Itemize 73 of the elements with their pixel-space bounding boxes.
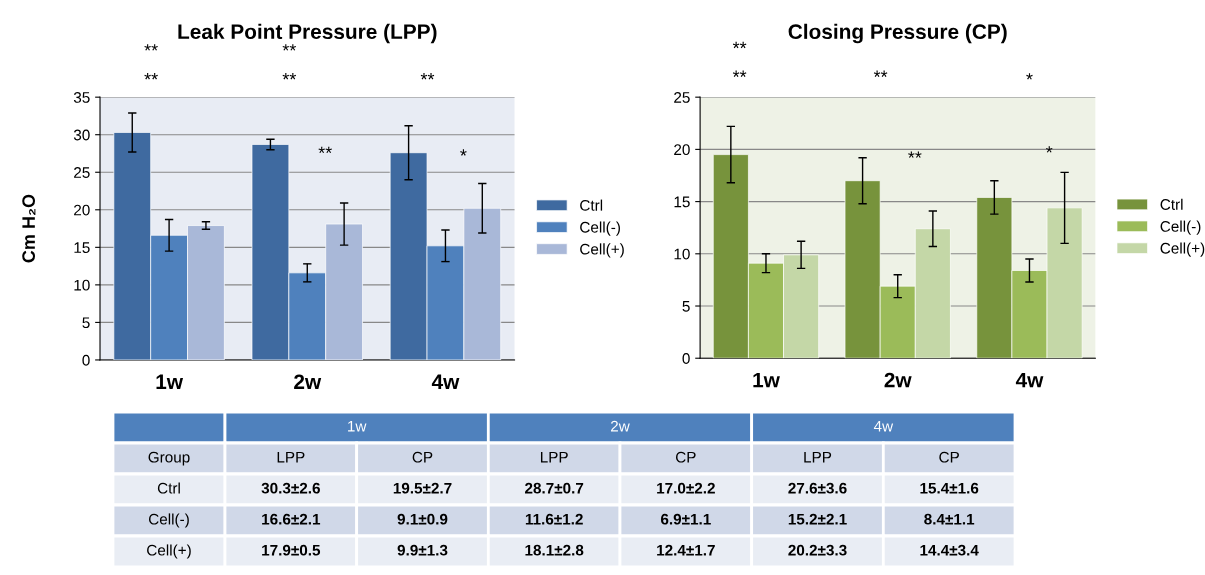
text: 19.5±2.7: [393, 482, 452, 494]
x-tick-label: 4w: [431, 374, 460, 389]
y-tick-label: 20: [674, 144, 690, 156]
text: LPP: [540, 451, 568, 463]
legend-label: Cell(+): [1160, 242, 1205, 257]
annotation: **: [908, 151, 922, 158]
legend-label: Cell(-): [1160, 220, 1201, 235]
legend-label: Cell(-): [580, 221, 620, 236]
text: 14.4±3.4: [920, 544, 979, 556]
annotation: *: [460, 149, 467, 156]
y-tick-label: 10: [674, 248, 690, 260]
y-tick-label: 0: [82, 354, 90, 366]
text: 8.4±1.1: [924, 513, 975, 525]
text: 15.2±2.1: [788, 513, 847, 525]
text: 12.4±1.7: [657, 544, 715, 556]
y-tick-label: 35: [73, 92, 90, 103]
text: 9.9±1.3: [397, 544, 448, 556]
text: 9.1±0.9: [397, 513, 448, 525]
x-tick-label: 2w: [884, 372, 912, 388]
x-tick-label: 1w: [753, 372, 780, 388]
text: **: [144, 73, 158, 80]
text: **: [144, 44, 158, 51]
text: 20.2±3.3: [788, 544, 847, 556]
text: 18.1±2.8: [525, 544, 584, 556]
y-tick-label: 25: [74, 167, 90, 178]
y-tick-label: 15: [74, 242, 90, 254]
x-tick-label: 2w: [294, 374, 322, 389]
x-tick-label: 4w: [1015, 372, 1044, 388]
text: 17.0±2.2: [657, 482, 715, 494]
text: CP: [939, 451, 959, 463]
legend-label: Ctrl: [1160, 198, 1183, 210]
text: 30.3±2.6: [261, 482, 320, 494]
text: 16.6±2.1: [262, 513, 321, 525]
y-tick-label: 10: [74, 279, 90, 291]
text: 11.6±1.2: [525, 513, 583, 525]
y-tick-label: 5: [682, 301, 690, 312]
text: 6.9±1.1: [660, 513, 711, 525]
category-label: 2w: [611, 420, 630, 432]
text: CP: [676, 451, 696, 463]
x-tick-label: 1w: [156, 374, 184, 389]
text: LPP: [277, 451, 305, 463]
text: LPP: [804, 451, 832, 463]
text: **: [873, 70, 888, 77]
text: 15.4±1.6: [920, 482, 979, 494]
text: Group: [148, 451, 190, 466]
text: **: [732, 70, 747, 77]
text: 17.9±0.5: [262, 544, 321, 556]
text: 27.6±3.6: [788, 482, 847, 494]
chart-title: Closing Pressure (CP): [788, 23, 1007, 44]
text: **: [420, 73, 435, 80]
text: CP: [412, 451, 433, 463]
legend-label: Ctrl: [580, 199, 603, 211]
annotation: **: [318, 146, 332, 154]
chart-title: Leak Point Pressure (LPP): [178, 23, 437, 44]
y-tick-label: 0: [682, 353, 690, 364]
y-axis-title: Cm H₂O: [22, 194, 36, 263]
y-tick-label: 15: [674, 196, 690, 208]
text: **: [732, 41, 747, 49]
text: Cell(-): [148, 513, 189, 528]
y-tick-label: 30: [73, 129, 90, 141]
category-label: 1w: [348, 420, 367, 432]
text: 28.7±0.7: [525, 482, 584, 494]
legend-label: Cell(+): [580, 243, 624, 258]
text: Cell(+): [147, 544, 191, 559]
y-tick-label: 20: [74, 204, 90, 216]
category-label: 4w: [873, 420, 894, 432]
text: **: [282, 44, 297, 51]
text: **: [282, 73, 297, 80]
text: *: [1026, 73, 1033, 80]
text: Ctrl: [157, 482, 180, 494]
annotation: *: [1046, 146, 1053, 153]
y-tick-label: 5: [82, 317, 90, 329]
y-tick-label: 25: [674, 92, 690, 103]
